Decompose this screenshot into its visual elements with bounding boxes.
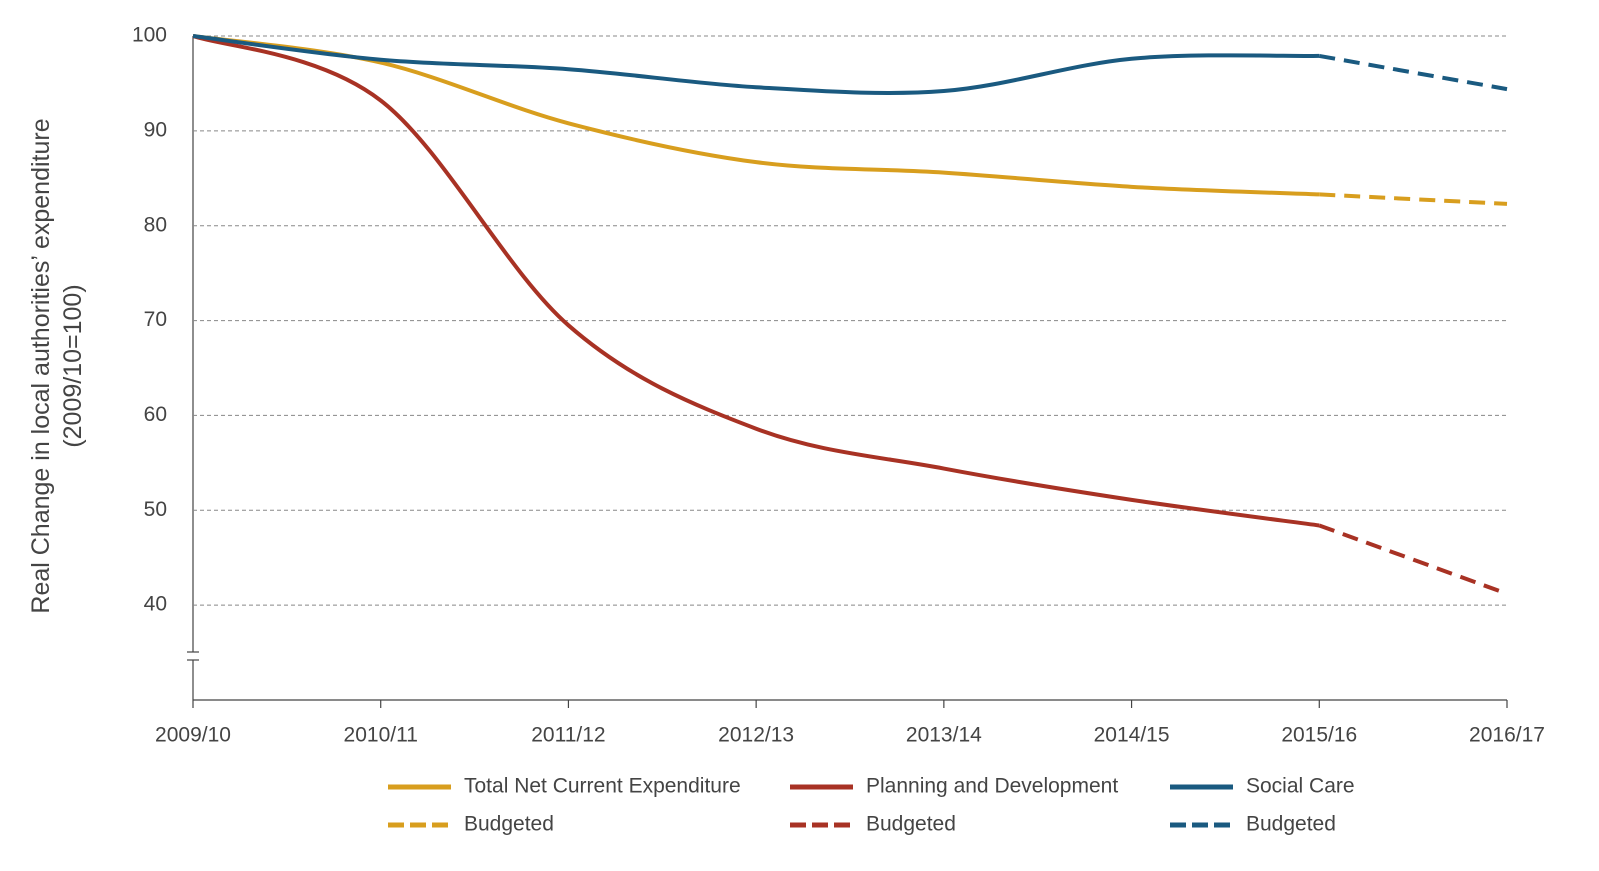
y-tick-label: 100 (132, 24, 167, 47)
legend-label: Budgeted (866, 813, 956, 836)
series-line (1318, 53, 1508, 92)
x-tick-label: 2009/10 (155, 724, 231, 747)
x-tick-label: 2016/17 (1469, 724, 1545, 747)
x-tick-label: 2012/13 (718, 724, 794, 747)
y-tick-label: 90 (144, 118, 167, 141)
y-tick-label: 60 (144, 403, 167, 426)
series-line (192, 34, 1320, 197)
legend-label: Total Net Current Expenditure (464, 775, 741, 798)
series-line (1319, 192, 1508, 206)
y-tick-label: 80 (144, 213, 167, 236)
series-line (192, 34, 1320, 95)
x-tick-label: 2014/15 (1094, 724, 1170, 747)
legend-label: Social Care (1246, 775, 1355, 798)
x-tick-label: 2013/14 (906, 724, 982, 747)
y-tick-label: 70 (144, 308, 167, 331)
legend-label: Planning and Development (866, 775, 1118, 798)
series-line (192, 34, 1320, 528)
x-tick-label: 2010/11 (344, 724, 418, 747)
legend-label: Budgeted (1246, 813, 1336, 836)
y-axis-label-line: Real Change in local authorities’ expend… (27, 118, 55, 613)
y-tick-label: 40 (144, 593, 167, 616)
x-tick-label: 2011/12 (531, 724, 605, 747)
y-axis-label-line: (2009/10=100) (59, 284, 87, 447)
legend-label: Budgeted (464, 813, 554, 836)
series-line (1318, 523, 1508, 596)
y-tick-label: 50 (144, 498, 167, 521)
x-tick-label: 2015/16 (1281, 724, 1357, 747)
axis-break (187, 36, 199, 700)
y-axis-label: Real Change in local authorities’ expend… (27, 118, 87, 613)
